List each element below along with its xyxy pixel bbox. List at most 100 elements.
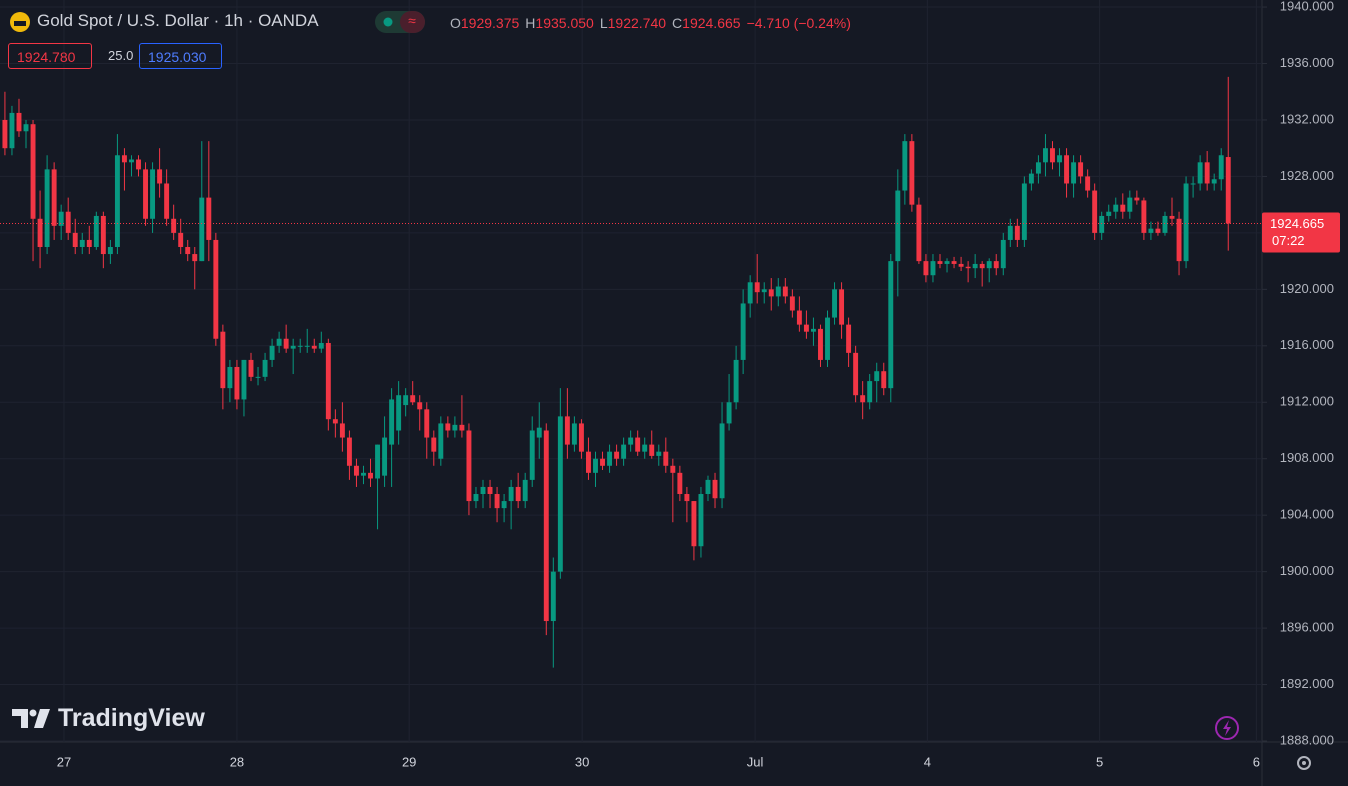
- y-tick-label: 1896.000: [1280, 620, 1334, 635]
- ohlc-value: 1924.665: [682, 15, 741, 31]
- candle-body: [51, 169, 57, 226]
- candle-body: [79, 239, 85, 248]
- candle-body: [508, 486, 514, 502]
- symbol-icon: [10, 12, 30, 32]
- candle-body: [789, 296, 795, 311]
- candle-body: [965, 266, 971, 269]
- candle-body: [621, 444, 627, 459]
- candle-body: [269, 345, 275, 360]
- bid-price[interactable]: 1924.780: [8, 43, 92, 69]
- candle-body: [635, 437, 641, 452]
- candle-body: [1042, 148, 1048, 163]
- candle-body: [642, 444, 648, 452]
- candle-body: [452, 424, 458, 431]
- watermark: TradingView: [58, 704, 205, 732]
- candle-body: [1085, 176, 1091, 191]
- alert-bolt[interactable]: [1223, 720, 1231, 736]
- candle-body: [276, 338, 282, 346]
- candle-body: [290, 345, 296, 349]
- candle-body: [346, 437, 352, 466]
- candle-body: [698, 494, 704, 547]
- candle-body: [663, 451, 669, 466]
- candle-body: [818, 328, 823, 360]
- candle-body: [1071, 162, 1077, 184]
- y-tick-label: 1888.000: [1280, 732, 1334, 747]
- candle-body: [1225, 157, 1231, 224]
- y-tick-label: 1904.000: [1280, 507, 1334, 522]
- y-tick-label: 1912.000: [1280, 394, 1334, 409]
- spread: 25.0: [108, 48, 134, 63]
- candle-body: [1099, 215, 1105, 233]
- candle-body: [30, 124, 36, 219]
- candle-body: [171, 218, 177, 233]
- settings-icon[interactable]: [1297, 756, 1311, 770]
- candle-body: [44, 169, 50, 248]
- candle-body: [747, 282, 753, 304]
- candle-body: [178, 232, 184, 248]
- candle-body: [860, 395, 866, 403]
- candle-body: [909, 141, 915, 205]
- candle-body: [839, 289, 845, 325]
- candle-body: [944, 261, 950, 264]
- gear-center[interactable]: [1302, 761, 1306, 765]
- x-tick-label: Jul: [747, 754, 764, 769]
- x-tick-label: 4: [924, 754, 931, 769]
- x-tick-label: 28: [230, 754, 244, 769]
- candle-body: [403, 395, 409, 406]
- toggle-wave[interactable]: ≈: [408, 13, 416, 29]
- status-toggle[interactable]: ≈: [375, 11, 425, 33]
- candle-body: [487, 486, 493, 495]
- candle-body: [248, 359, 254, 377]
- candle-body: [304, 345, 310, 347]
- candle-body: [1134, 197, 1140, 201]
- tv-logo: [12, 709, 50, 728]
- candle-body: [389, 399, 395, 445]
- toggle-right[interactable]: [400, 11, 425, 33]
- candle-body: [2, 119, 8, 149]
- candle-body: [607, 451, 613, 466]
- alert-ring[interactable]: [1215, 716, 1239, 740]
- y-tick-label: 1908.000: [1280, 450, 1334, 465]
- y-tick-label: 1940.000: [1280, 0, 1334, 13]
- candle-body: [157, 169, 163, 184]
- candle-body: [466, 430, 472, 502]
- candle-body: [1000, 239, 1006, 269]
- candle-body: [1197, 162, 1203, 184]
- last-price-label: 1924.665: [1270, 216, 1324, 231]
- candle-body: [628, 437, 634, 445]
- candle-body: [311, 345, 317, 349]
- candle-body: [733, 359, 739, 403]
- candle-body: [550, 571, 556, 622]
- candle-body: [677, 472, 683, 495]
- candles: [0, 76, 1262, 668]
- candle-body: [501, 501, 507, 509]
- candle-body: [593, 458, 598, 473]
- candle-body: [1007, 225, 1013, 240]
- ask-price[interactable]: 1925.030: [139, 43, 222, 69]
- y-tick-label: 1916.000: [1280, 337, 1334, 352]
- ohlc-legend: O1929.375 H1935.050 L1922.740 C1924.665 −4.7…: [444, 15, 851, 31]
- gear[interactable]: [1297, 756, 1311, 770]
- candle-body: [234, 366, 240, 400]
- candle-body: [318, 342, 324, 349]
- toggle-dot[interactable]: [383, 17, 393, 27]
- candle-body: [241, 359, 247, 400]
- last-price-box: [1262, 212, 1340, 253]
- candle-body: [417, 402, 423, 410]
- candle-body: [972, 263, 978, 269]
- countdown: 07:22: [1272, 233, 1305, 248]
- candle-body: [529, 430, 535, 480]
- candle-body: [768, 289, 774, 297]
- candle-body: [227, 366, 233, 389]
- ohlc-value: 1935.050: [535, 15, 594, 31]
- candle-body: [979, 263, 985, 269]
- alert-icon[interactable]: [1215, 716, 1239, 740]
- candle-body: [522, 479, 528, 502]
- candle-body: [1162, 215, 1168, 233]
- candle-body: [353, 465, 359, 476]
- candle-body: [382, 437, 388, 476]
- candle-body: [923, 261, 929, 276]
- candle-body: [199, 197, 205, 262]
- candle-body: [867, 381, 873, 403]
